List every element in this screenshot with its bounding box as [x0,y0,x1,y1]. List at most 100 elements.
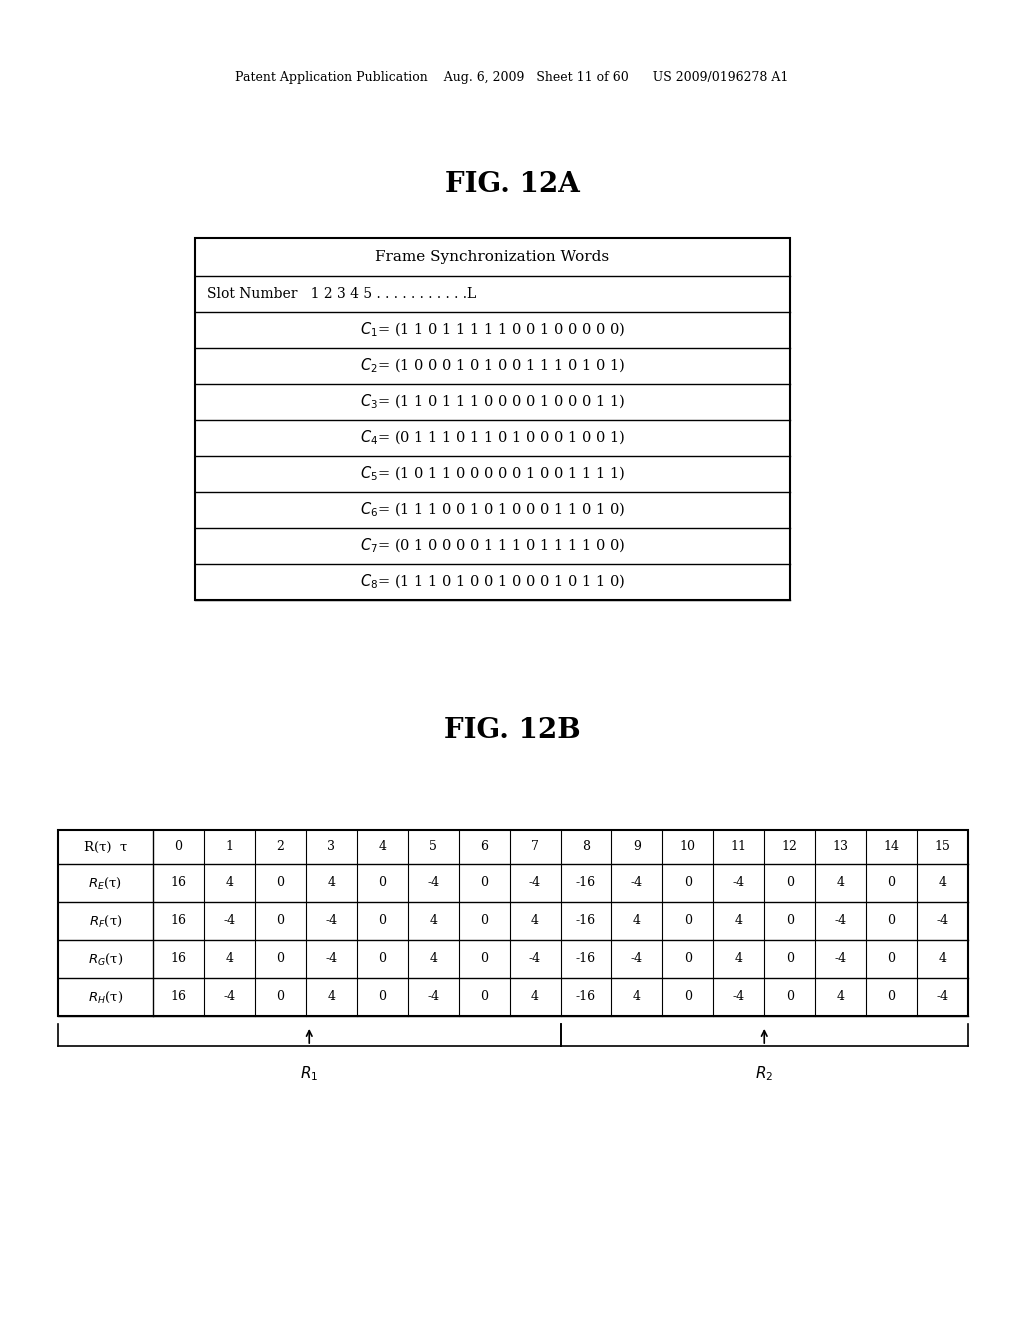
Text: 10: 10 [680,841,696,854]
Text: 0: 0 [378,915,386,928]
Bar [58,830,968,1016]
Text: -4: -4 [937,990,948,1003]
Bar [195,238,790,601]
Text: 4: 4 [328,990,335,1003]
Text: R(τ)  τ: R(τ) τ [84,841,127,854]
Text: 4: 4 [378,841,386,854]
Text: 0: 0 [480,953,488,965]
Text: 8: 8 [582,841,590,854]
Text: 4: 4 [531,990,539,1003]
Text: 0: 0 [684,953,692,965]
Text: -4: -4 [223,915,236,928]
Text: 16: 16 [170,990,186,1003]
Text: 0: 0 [480,915,488,928]
Text: 0: 0 [276,990,285,1003]
Text: 4: 4 [429,915,437,928]
Text: -4: -4 [529,953,541,965]
Text: -16: -16 [575,915,596,928]
Text: -4: -4 [733,876,744,890]
Text: 4: 4 [939,953,946,965]
Text: $C_8$= (1 1 1 0 1 0 0 1 0 0 0 1 0 1 1 0): $C_8$= (1 1 1 0 1 0 0 1 0 0 0 1 0 1 1 0) [360,573,625,591]
Text: 4: 4 [225,876,233,890]
Text: 4: 4 [429,953,437,965]
Text: -16: -16 [575,953,596,965]
Text: -4: -4 [529,876,541,890]
Text: 12: 12 [781,841,798,854]
Text: 4: 4 [735,953,742,965]
Text: 0: 0 [276,876,285,890]
Text: $C_5$= (1 0 1 1 0 0 0 0 0 1 0 0 1 1 1 1): $C_5$= (1 0 1 1 0 0 0 0 0 1 0 0 1 1 1 1) [360,465,625,483]
Text: 0: 0 [276,915,285,928]
Text: 4: 4 [225,953,233,965]
Text: 14: 14 [884,841,900,854]
Text: 0: 0 [785,876,794,890]
Text: 0: 0 [888,915,896,928]
Text: 0: 0 [378,990,386,1003]
Text: 0: 0 [785,915,794,928]
Text: 3: 3 [328,841,335,854]
Text: 9: 9 [633,841,641,854]
Text: 16: 16 [170,876,186,890]
Text: 16: 16 [170,915,186,928]
Text: 0: 0 [684,915,692,928]
Text: $C_3$= (1 1 0 1 1 1 0 0 0 0 1 0 0 0 1 1): $C_3$= (1 1 0 1 1 1 0 0 0 0 1 0 0 0 1 1) [360,393,625,412]
Text: FIG. 12B: FIG. 12B [443,717,581,743]
Text: 0: 0 [378,953,386,965]
Text: 0: 0 [888,876,896,890]
Text: 0: 0 [276,953,285,965]
Text: Frame Synchronization Words: Frame Synchronization Words [376,249,609,264]
Text: 0: 0 [684,990,692,1003]
Text: -4: -4 [427,876,439,890]
Text: $R_2$: $R_2$ [755,1065,773,1084]
Text: 5: 5 [429,841,437,854]
Text: $R_1$: $R_1$ [300,1065,318,1084]
Text: $C_6$= (1 1 1 0 0 1 0 1 0 0 0 1 1 0 1 0): $C_6$= (1 1 1 0 0 1 0 1 0 0 0 1 1 0 1 0) [360,500,625,519]
Text: 4: 4 [328,876,335,890]
Text: 16: 16 [170,953,186,965]
Text: $C_7$= (0 1 0 0 0 0 1 1 1 0 1 1 1 1 0 0): $C_7$= (0 1 0 0 0 0 1 1 1 0 1 1 1 1 0 0) [360,537,625,556]
Text: 0: 0 [888,953,896,965]
Text: -4: -4 [631,876,643,890]
Text: 4: 4 [939,876,946,890]
Text: $C_4$= (0 1 1 1 0 1 1 0 1 0 0 0 1 0 0 1): $C_4$= (0 1 1 1 0 1 1 0 1 0 0 0 1 0 0 1) [360,429,625,447]
Text: -4: -4 [937,915,948,928]
Text: -4: -4 [835,953,847,965]
Text: $C_1$= (1 1 0 1 1 1 1 1 0 0 1 0 0 0 0 0): $C_1$= (1 1 0 1 1 1 1 1 0 0 1 0 0 0 0 0) [360,321,625,339]
Text: -4: -4 [835,915,847,928]
Text: $R_F$(τ): $R_F$(τ) [89,913,122,928]
Text: 4: 4 [735,915,742,928]
Text: -16: -16 [575,876,596,890]
Text: 4: 4 [633,915,641,928]
Text: 4: 4 [633,990,641,1003]
Text: 0: 0 [174,841,182,854]
Text: -4: -4 [427,990,439,1003]
Text: -4: -4 [326,915,337,928]
Text: 2: 2 [276,841,285,854]
Text: 0: 0 [888,990,896,1003]
Text: 0: 0 [785,990,794,1003]
Text: 4: 4 [837,876,845,890]
Text: 0: 0 [480,876,488,890]
Text: $R_H$(τ): $R_H$(τ) [88,990,123,1005]
Text: 0: 0 [684,876,692,890]
Text: 11: 11 [731,841,746,854]
Text: 4: 4 [837,990,845,1003]
Text: $R_E$(τ): $R_E$(τ) [88,875,123,891]
Text: 0: 0 [480,990,488,1003]
Text: $R_G$(τ): $R_G$(τ) [88,952,123,966]
Text: 1: 1 [225,841,233,854]
Text: 15: 15 [935,841,950,854]
Text: -4: -4 [733,990,744,1003]
Text: -4: -4 [223,990,236,1003]
Text: -4: -4 [326,953,337,965]
Text: Slot Number   1 2 3 4 5 . . . . . . . . . . .L: Slot Number 1 2 3 4 5 . . . . . . . . . … [207,286,476,301]
Text: 0: 0 [378,876,386,890]
Text: 7: 7 [531,841,539,854]
Text: -4: -4 [631,953,643,965]
Text: Patent Application Publication    Aug. 6, 2009   Sheet 11 of 60      US 2009/019: Patent Application Publication Aug. 6, 2… [236,71,788,84]
Text: 4: 4 [531,915,539,928]
Text: FIG. 12A: FIG. 12A [444,172,580,198]
Text: -16: -16 [575,990,596,1003]
Text: 13: 13 [833,841,849,854]
Text: 0: 0 [785,953,794,965]
